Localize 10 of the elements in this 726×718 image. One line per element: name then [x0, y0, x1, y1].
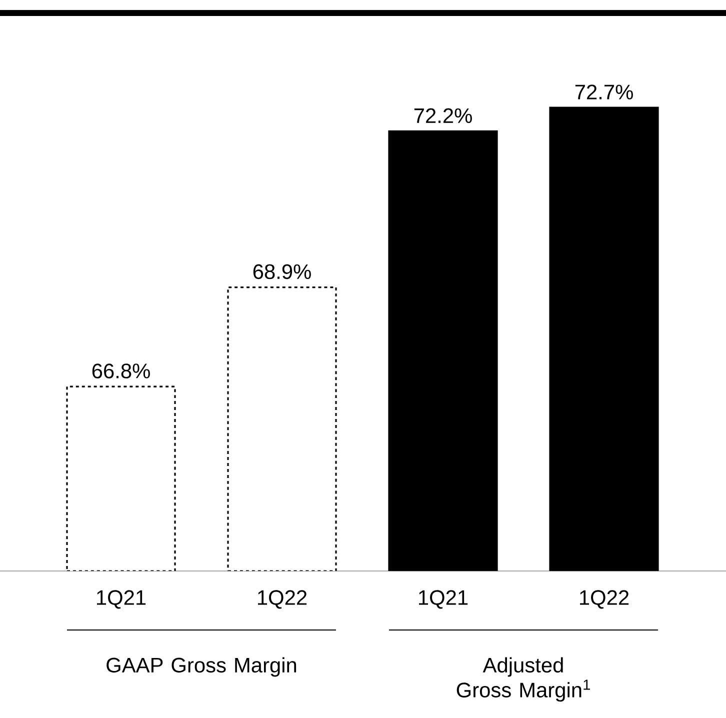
x-tick-label: 1Q21	[419, 590, 468, 609]
x-tick-label: 1Q22	[258, 590, 307, 609]
x-tick-label: 1Q22	[580, 590, 629, 609]
data-label: 68.9%	[253, 264, 311, 280]
data-label: 72.7%	[575, 84, 633, 100]
text: GAAP Gross Margin	[106, 657, 296, 677]
data-label: 72.2%	[414, 108, 472, 124]
x-tick-label: 1Q21	[97, 590, 146, 609]
data-label: 66.8%	[92, 364, 150, 378]
text: Adjusted Gross Margin$^{1}$	[456, 657, 590, 702]
